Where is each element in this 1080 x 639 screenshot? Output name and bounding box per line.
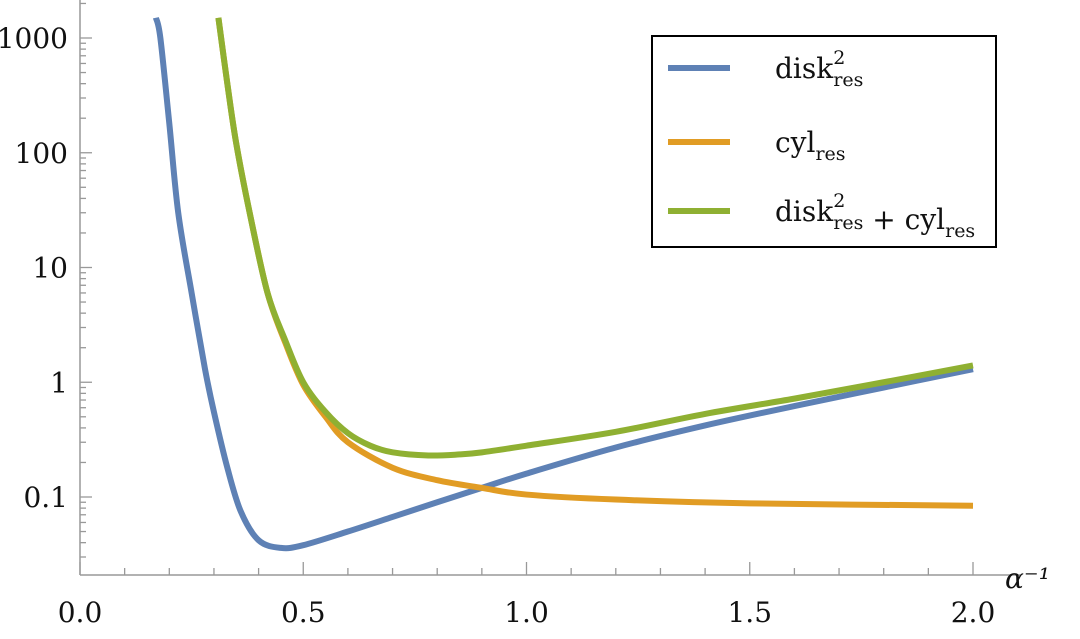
y-tick-label: 1 [50, 366, 68, 399]
x-tick-label: 2.0 [951, 596, 996, 629]
series-line-2 [215, 17, 974, 459]
x-tick-label: 0.0 [58, 596, 103, 629]
y-tick-label: 0.1 [23, 481, 68, 514]
legend-label: disk2 res [775, 47, 863, 91]
legend-label: disk2 res + cylres [775, 190, 975, 242]
axes: 0.0 0.5 1.0 1.5 2.0 α⁻¹ 0.1 1 10 100 1000 [0, 0, 1050, 629]
y-tick-label: 100 [15, 137, 68, 170]
series-line-0 [152, 16, 974, 552]
y-tick-label: 10 [32, 252, 68, 285]
x-tick-label: 1.0 [504, 596, 549, 629]
legend: disk2 res cylres disk2 res + cylres [651, 35, 997, 248]
legend-label: cylres [775, 126, 846, 165]
x-tick-label: 1.5 [727, 596, 772, 629]
x-axis-label: α⁻¹ [1005, 562, 1050, 595]
x-tick-label: 0.5 [281, 596, 326, 629]
series-layer [152, 16, 974, 552]
y-tick-label: 1000 [0, 22, 68, 55]
